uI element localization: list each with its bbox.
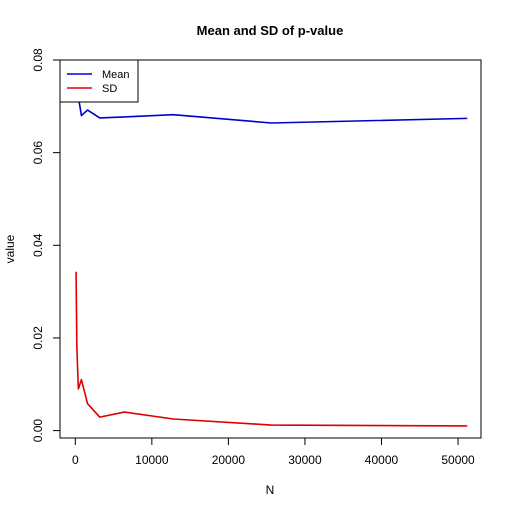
- data-point-mean: [124, 116, 126, 118]
- data-point-sd: [270, 424, 272, 426]
- data-point-mean: [172, 114, 174, 116]
- data-point-sd: [75, 271, 77, 273]
- legend-box: [59, 59, 139, 103]
- x-tick-label: 0: [72, 453, 79, 467]
- y-tick-label: 0.02: [31, 326, 45, 350]
- legend-label-mean: Mean: [102, 69, 130, 81]
- x-tick-label: 40000: [365, 453, 399, 467]
- data-point-sd: [466, 425, 468, 427]
- y-axis-label: value: [3, 234, 17, 263]
- x-tick-label: 10000: [135, 453, 169, 467]
- legend: Mean SD: [59, 59, 139, 103]
- data-point-sd: [78, 388, 80, 390]
- data-point-sd: [87, 403, 89, 405]
- data-point-mean: [81, 115, 83, 117]
- series-layer: [75, 60, 468, 427]
- x-tick-label: 20000: [212, 453, 246, 467]
- data-point-mean: [87, 109, 89, 111]
- y-tick-label: 0.00: [31, 419, 45, 443]
- x-tick-label: 50000: [441, 453, 475, 467]
- x-axis-label: N: [266, 483, 275, 497]
- series-line-sd: [75, 271, 468, 427]
- data-point-sd: [76, 346, 78, 348]
- chart-title: Mean and SD of p-value: [197, 23, 344, 38]
- data-point-mean: [270, 122, 272, 124]
- data-point-mean: [99, 117, 101, 119]
- y-tick-label: 0.08: [31, 48, 45, 72]
- x-tick-label: 30000: [288, 453, 322, 467]
- data-point-mean: [466, 118, 468, 120]
- data-point-sd: [81, 379, 83, 381]
- y-tick-label: 0.06: [31, 141, 45, 165]
- data-point-sd: [124, 411, 126, 413]
- x-axis: 0 10000 20000 30000 40000 50000: [72, 437, 475, 467]
- data-point-sd: [99, 416, 101, 418]
- data-point-sd: [172, 418, 174, 420]
- y-tick-label: 0.04: [31, 233, 45, 257]
- legend-label-sd: SD: [102, 83, 117, 95]
- y-axis: 0.00 0.02 0.04 0.06 0.08: [31, 48, 61, 443]
